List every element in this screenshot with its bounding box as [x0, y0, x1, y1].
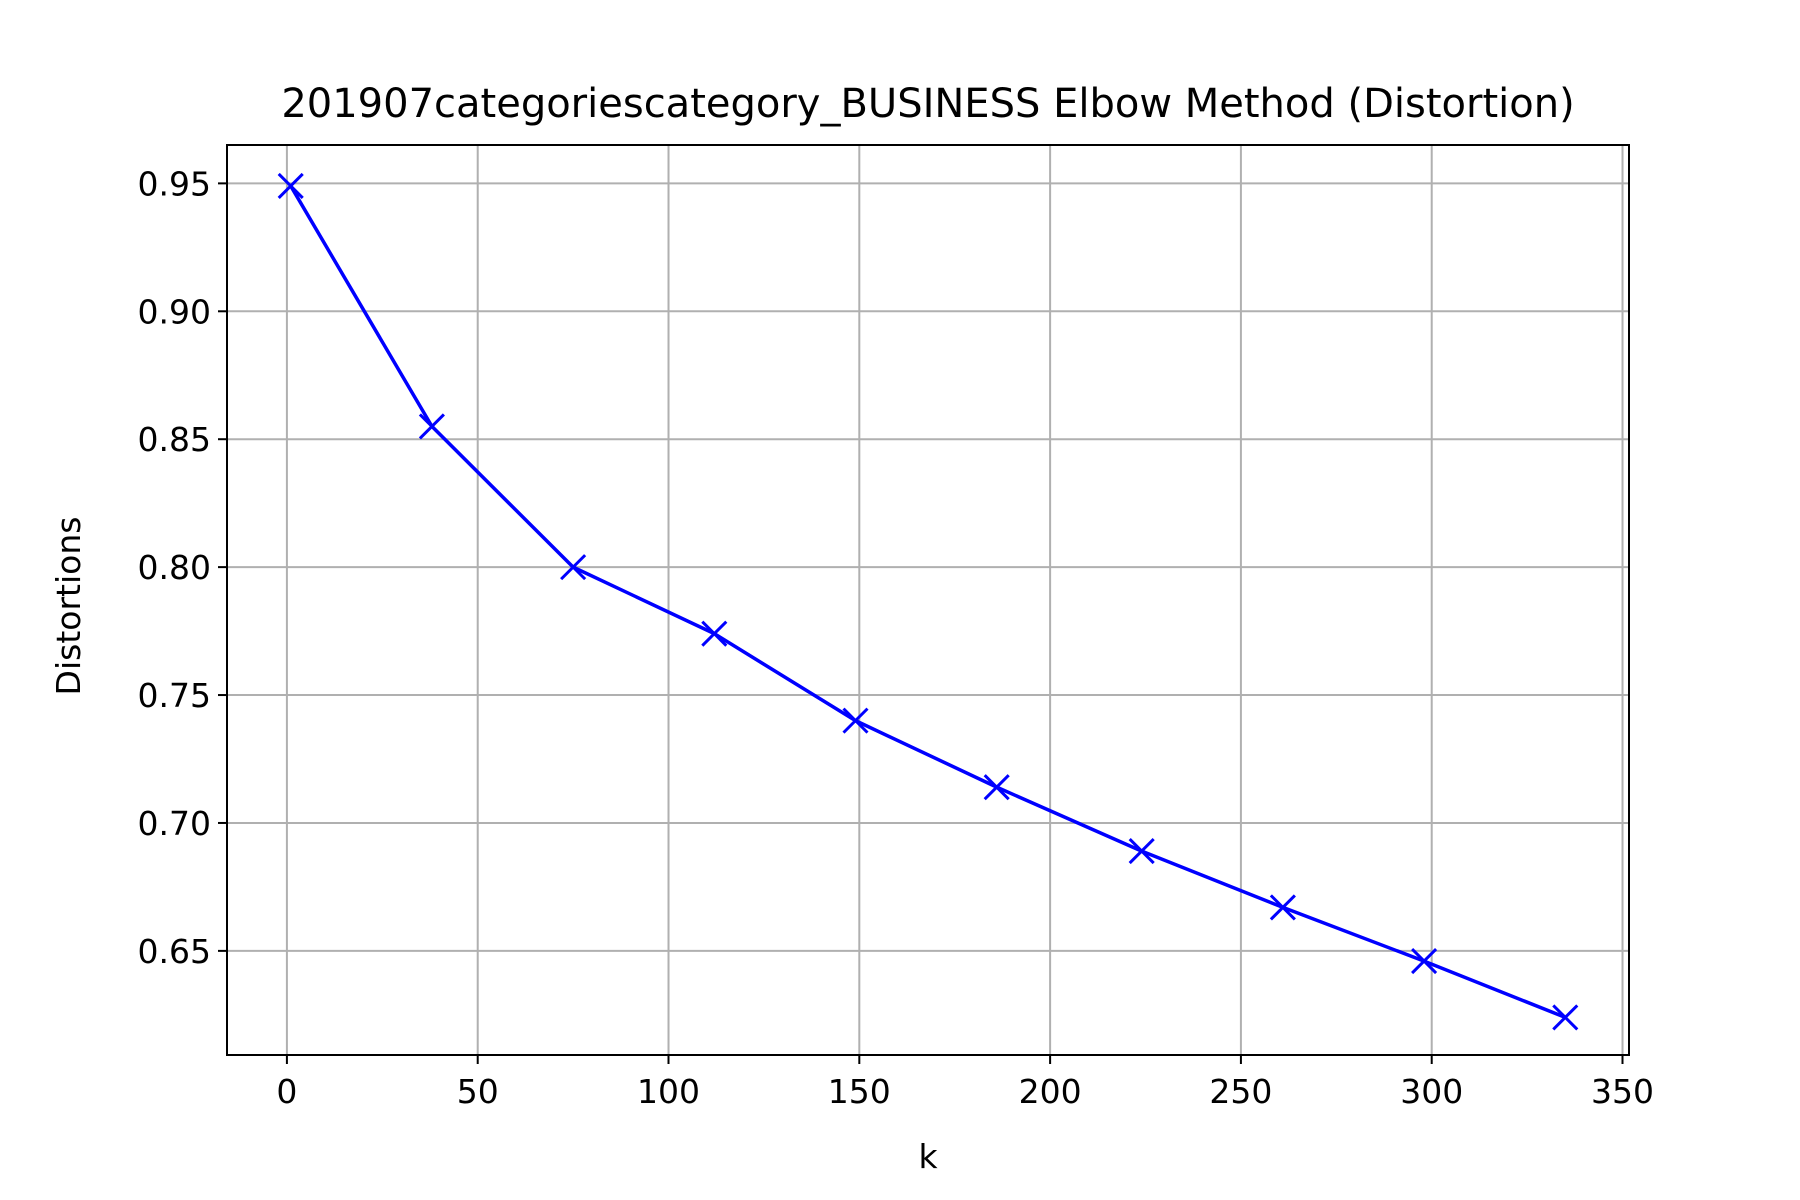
data-point-marker: [1128, 838, 1155, 865]
y-axis-label: Distortions: [49, 517, 88, 696]
y-tick-label: 0.90: [138, 292, 211, 331]
data-point-marker: [842, 707, 869, 734]
y-tick-label: 0.65: [138, 932, 211, 971]
series-line: [289, 185, 1566, 1020]
data-point-marker: [701, 620, 728, 647]
chart-title: 201907categoriescategory_BUSINESS Elbow …: [281, 81, 1574, 127]
grid-lines: [227, 145, 1629, 1055]
x-tick-label: 300: [1400, 1072, 1463, 1111]
plot-frame: [226, 144, 1630, 1056]
x-tick-label: 0: [276, 1072, 297, 1111]
series-layer: [277, 172, 1579, 1031]
y-tick-label: 0.95: [138, 164, 211, 203]
data-point-marker: [1269, 894, 1296, 921]
x-tick-label: 250: [1209, 1072, 1272, 1111]
y-tick-label: 0.80: [138, 548, 211, 587]
data-point-marker: [560, 554, 587, 581]
y-tick-label: 0.75: [138, 676, 211, 715]
y-tick-label: 0.70: [138, 804, 211, 843]
y-tick-label: 0.85: [138, 420, 211, 459]
data-point-marker: [277, 172, 304, 199]
x-tick-label: 100: [637, 1072, 700, 1111]
data-point-marker: [983, 774, 1010, 801]
data-point-marker: [418, 413, 445, 440]
x-axis-label: k: [918, 1137, 938, 1176]
x-tick-label: 350: [1591, 1072, 1654, 1111]
x-tick-label: 50: [457, 1072, 499, 1111]
x-tick-label: 150: [828, 1072, 891, 1111]
data-point-marker: [1552, 1004, 1579, 1031]
data-point-marker: [1411, 948, 1438, 975]
x-tick-label: 200: [1019, 1072, 1082, 1111]
ticks-layer: 0 50 100 150 200 250 300 350 0.65 0.70 0.75 0.80 0.8…: [138, 164, 1654, 1111]
